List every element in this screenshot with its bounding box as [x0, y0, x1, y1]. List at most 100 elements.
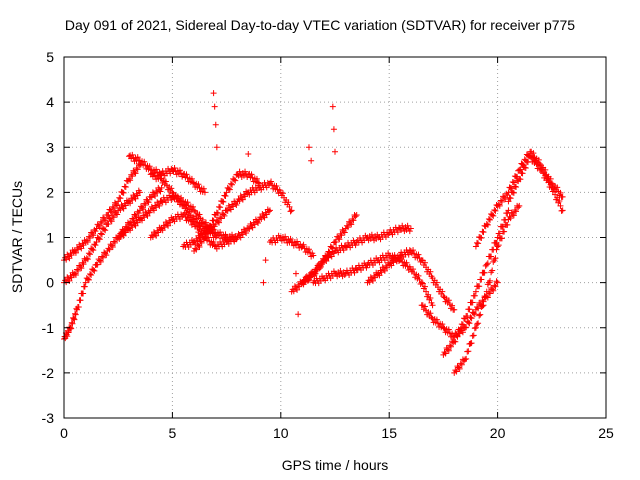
data-point-interp [449, 302, 456, 309]
data-point-interp [203, 234, 210, 241]
data-point-interp [72, 249, 79, 256]
data-point-interp [87, 251, 94, 258]
data-point-interp [445, 326, 452, 333]
data-point-interp [415, 272, 422, 279]
data-point-interp [129, 173, 136, 180]
data-point-interp [167, 170, 174, 177]
data-point-interp [120, 205, 127, 212]
data-point-interp [452, 338, 459, 345]
data-point-interp [468, 340, 475, 347]
data-point-interp [232, 177, 239, 184]
data-points [61, 90, 566, 376]
data-point-interp [390, 259, 397, 266]
data-point-interp [410, 247, 417, 254]
data-point-interp [94, 261, 101, 268]
data-point-interp [324, 254, 331, 261]
data-point-interp [87, 271, 94, 278]
data-point-interp [189, 179, 196, 186]
x-axis-label: GPS time / hours [281, 457, 389, 473]
data-point-interp [294, 286, 301, 293]
data-point-interp [83, 237, 90, 244]
data-point-interp [100, 254, 107, 261]
data-point-interp [68, 274, 75, 281]
data-point-interp [471, 311, 478, 318]
data-point-interp [78, 245, 85, 252]
data-point-interp [210, 239, 217, 246]
data-point-interp [155, 229, 162, 236]
data-point-interp [209, 226, 216, 233]
data-point-interp [406, 228, 413, 235]
data-point-interp [457, 327, 464, 334]
data-point-interp [439, 321, 446, 328]
data-point-interp [96, 236, 103, 243]
data-point-interp [68, 252, 75, 259]
data-point-interp [184, 199, 191, 206]
data-point-interp [105, 211, 112, 218]
data-point-interp [159, 227, 166, 234]
data-point [429, 302, 436, 309]
data-point-interp [152, 192, 159, 199]
data-point-interp [468, 315, 475, 322]
data-point-interp [469, 299, 476, 306]
data-point-interp [366, 279, 373, 286]
data-point-interp [95, 222, 102, 229]
data-point [483, 261, 490, 268]
data-point-interp [481, 294, 488, 301]
data-point-interp [474, 321, 481, 328]
data-point-interp [394, 229, 401, 236]
y-tick-label: 0 [46, 275, 54, 291]
data-point-interp [488, 253, 495, 260]
data-point-interp [70, 315, 77, 322]
data-point-interp [161, 224, 168, 231]
data-point-interp [507, 215, 514, 222]
data-point-interp [554, 194, 561, 201]
data-point-interp [265, 208, 272, 215]
data-point-interp [117, 206, 124, 213]
data-point-interp [517, 176, 524, 183]
data-point-interp [287, 235, 294, 242]
data-point [559, 193, 566, 200]
data-point-interp [88, 271, 95, 278]
data-point-interp [493, 246, 500, 253]
data-point-interp [129, 224, 136, 231]
data-point-interp [224, 207, 231, 214]
data-point-interp [141, 158, 148, 165]
data-point-interp [491, 206, 498, 213]
data-point-interp [84, 239, 91, 246]
data-point-interp [188, 175, 195, 182]
data-point-interp [162, 178, 169, 185]
data-point-interp [89, 230, 96, 237]
data-point-interp [522, 165, 529, 172]
data-point-interp [313, 265, 320, 272]
data-point [262, 257, 269, 264]
data-point-interp [148, 194, 155, 201]
data-point-interp [181, 210, 188, 217]
data-point-interp [108, 218, 115, 225]
data-point-interp [427, 310, 434, 317]
data-point-interp [501, 228, 508, 235]
data-point-interp [77, 297, 84, 304]
data-point-interp [507, 195, 514, 202]
data-point-interp [282, 233, 289, 240]
data-point-interp [117, 234, 124, 241]
data-point-interp [442, 350, 449, 357]
data-point-interp [439, 288, 446, 295]
data-point [256, 180, 263, 187]
data-point [308, 157, 315, 164]
data-point-interp [445, 297, 452, 304]
data-point-interp [71, 316, 78, 323]
data-point [342, 243, 349, 250]
data-point [245, 151, 252, 158]
data-point [516, 202, 523, 209]
data-point-interp [231, 176, 238, 183]
data-point-interp [133, 165, 140, 172]
data-point-interp [249, 224, 256, 231]
data-point-interp [75, 303, 82, 310]
data-point-interp [199, 216, 206, 223]
data-point-interp [458, 361, 465, 368]
data-point-interp [134, 219, 141, 226]
data-point-interp [510, 179, 517, 186]
data-point [407, 225, 414, 232]
data-point-interp [466, 306, 473, 313]
data-point-interp [471, 292, 478, 299]
